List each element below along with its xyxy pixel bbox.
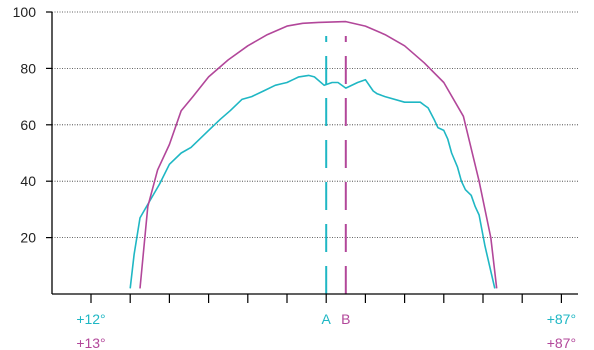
labels: 20 40 60 80 100 A B +12° +87° +13° +87° xyxy=(13,4,576,350)
series-line-magenta xyxy=(139,20,498,289)
grid-lines xyxy=(52,11,578,239)
y-tick-label-40: 40 xyxy=(20,173,36,189)
marker-label-a: A xyxy=(322,311,332,327)
y-tick-label-60: 60 xyxy=(20,117,36,133)
series-line-cyan xyxy=(129,74,496,289)
end-label-right-magenta: +87° xyxy=(547,335,576,350)
axes xyxy=(46,11,578,303)
markers xyxy=(325,36,347,294)
y-tick-label-20: 20 xyxy=(20,230,36,246)
y-tick-label-80: 80 xyxy=(20,60,36,76)
end-label-left-magenta: +13° xyxy=(76,335,105,350)
series-lines xyxy=(129,20,498,289)
marker-label-b: B xyxy=(341,311,350,327)
y-tick-label-100: 100 xyxy=(13,4,37,20)
end-label-right-cyan: +87° xyxy=(547,311,576,327)
end-label-left-cyan: +12° xyxy=(76,311,105,327)
